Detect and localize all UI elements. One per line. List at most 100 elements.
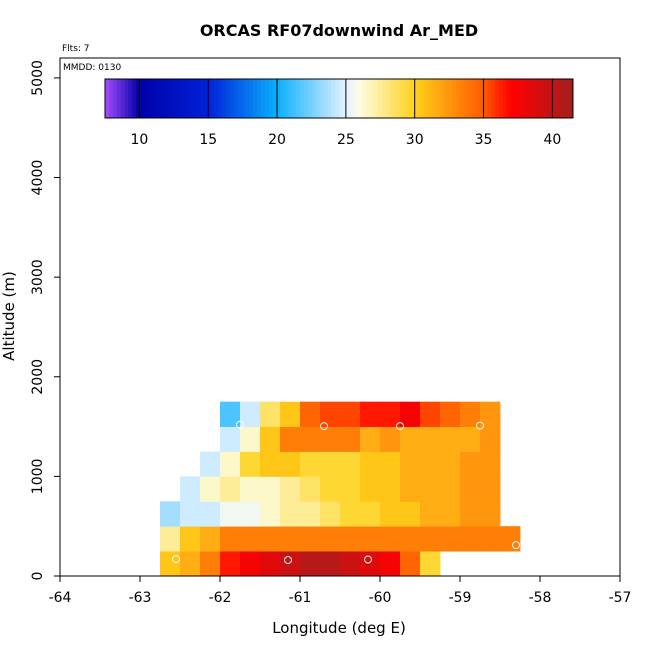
colorbar-tick-label: 15 (199, 132, 217, 148)
heatmap-cell (340, 451, 361, 477)
heatmap-cell (420, 501, 441, 527)
colorbar-segment (120, 79, 125, 118)
heatmap-cell (240, 401, 261, 427)
heatmap-cell (440, 401, 461, 427)
colorbar-segment (530, 79, 535, 118)
colorbar-segment (420, 79, 426, 118)
colorbar-segment (229, 79, 235, 118)
colorbar-segment (452, 79, 457, 118)
colorbar-segment (393, 79, 398, 118)
heatmap-cell (360, 526, 381, 552)
colorbar-segment (401, 79, 406, 118)
colorbar-segment (108, 79, 114, 118)
heatmap-cell (220, 526, 241, 552)
heatmap-cell (460, 451, 481, 477)
flight-marker (396, 422, 404, 431)
colorbar-segment (257, 79, 262, 118)
colorbar-segment (210, 79, 215, 118)
heatmap-cell (260, 476, 281, 502)
mmdd-label: MMDD: 0130 (63, 63, 121, 73)
y-tick-label: 0 (30, 572, 46, 581)
colorbar: 10 15 20 25 30 35 40 (104, 78, 574, 148)
colorbar-segment (194, 79, 200, 118)
colorbar-segment (155, 79, 161, 118)
heatmap-cell (440, 501, 461, 527)
colorbar-segment (549, 79, 554, 118)
colorbar-segment (569, 79, 574, 118)
colorbar-segment (432, 79, 437, 118)
heatmap-cell (160, 526, 181, 552)
heatmap-cell (420, 476, 441, 502)
heatmap-cell (460, 401, 481, 427)
colorbar-segment (409, 79, 414, 118)
colorbar-segment (514, 79, 519, 118)
colorbar-segment (315, 79, 320, 118)
heatmap-cell (320, 426, 341, 452)
heatmap-cell (440, 426, 461, 452)
flight-marker (476, 421, 484, 430)
colorbar-segment (526, 79, 531, 118)
heatmap-cell (220, 551, 241, 577)
colorbar-segment (222, 79, 227, 118)
colorbar-tick-label: 20 (268, 132, 286, 148)
colorbar-segment (272, 79, 278, 118)
heatmap-cell (300, 551, 321, 577)
heatmap-cell (320, 451, 341, 477)
colorbar-segment (233, 79, 239, 118)
heatmap-cell (220, 401, 241, 427)
heatmap-cell (400, 551, 421, 577)
heatmap-cell (200, 551, 221, 577)
heatmap-cell (420, 401, 441, 427)
y-tick-label: 5000 (30, 60, 46, 96)
colorbar-segment (378, 79, 383, 118)
colorbar-segment (140, 79, 145, 118)
x-tick-label: -60 (369, 590, 392, 606)
heatmap-cell (440, 451, 461, 477)
heatmap-cell (260, 501, 281, 527)
colorbar-segment (268, 79, 274, 118)
colorbar-segment (159, 79, 164, 118)
heatmap-cell (300, 476, 321, 502)
colorbar-segment (264, 79, 270, 118)
heatmap-cell (340, 476, 361, 502)
heatmap-cell (200, 526, 221, 552)
colorbar-segment (362, 79, 367, 118)
heatmap-cell (480, 476, 501, 502)
heatmap-cell (240, 426, 261, 452)
heatmap-cell (460, 426, 481, 452)
x-tick-label: -64 (49, 590, 72, 606)
flight-marker (284, 556, 292, 565)
colorbar-segment (147, 79, 153, 118)
heatmap-cell (180, 501, 201, 527)
axes: -64 -63 -62 -61 -60 -59 -58 -57 0 1000 2000 3000 400… (30, 60, 631, 606)
heatmap-cell (500, 526, 521, 552)
heatmap-cell (460, 501, 481, 527)
heatmap-cell (400, 526, 421, 552)
colorbar-segment (413, 79, 418, 118)
heatmap-cell (380, 451, 401, 477)
heatmap-cell (260, 401, 281, 427)
colorbar-segment (448, 79, 453, 118)
colorbar-segment (280, 79, 285, 118)
heatmap-cell (180, 551, 201, 577)
colorbar-segment (467, 79, 473, 118)
colorbar-segment (471, 79, 476, 118)
heatmap-cell (460, 476, 481, 502)
colorbar-segment (128, 79, 133, 118)
colorbar-segment (354, 79, 359, 118)
colorbar-tick-label: 35 (475, 132, 493, 148)
heatmap-cell (320, 401, 341, 427)
colorbar-segment (561, 79, 566, 118)
heatmap-cell (440, 476, 461, 502)
colorbar-segment (545, 79, 551, 118)
colorbar-segment (245, 79, 250, 118)
colorbar-segment (459, 79, 465, 118)
colorbar-segment (284, 79, 289, 118)
heatmap-cell (240, 551, 261, 577)
colorbar-segment (506, 79, 512, 118)
heatmap-cell (220, 451, 241, 477)
heatmap-cell (300, 451, 321, 477)
colorbar-segment (541, 79, 547, 118)
colorbar-segment (381, 79, 387, 118)
colorbar-segment (405, 79, 410, 118)
